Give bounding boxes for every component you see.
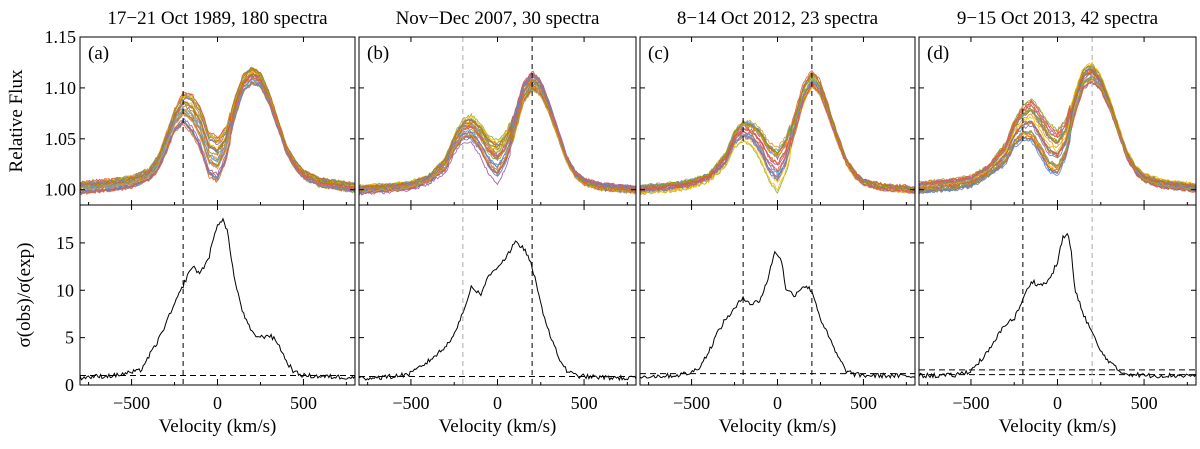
spectrum-line	[640, 80, 915, 193]
ytick-top-label: 1.05	[45, 129, 77, 149]
spectrum-line	[640, 72, 915, 191]
spectrum-line	[359, 89, 636, 195]
xtick-label: 500	[1131, 393, 1158, 413]
xlabel-3: Velocity (km/s)	[719, 416, 837, 437]
spectrum-line	[640, 82, 915, 194]
spectrum-line	[919, 76, 1196, 193]
spectrum-line	[80, 70, 355, 188]
bottom-panel-frame	[918, 204, 1197, 386]
ylabel-bottom: σ(obs)/σ(exp)	[14, 243, 35, 348]
spectrum-line	[640, 72, 915, 194]
spectrum-line	[359, 87, 636, 194]
ytick-top-label: 1.10	[45, 78, 77, 98]
sigma-ratio-line	[918, 232, 1197, 379]
spectrum-line	[80, 77, 355, 191]
panel-label-1: (a)	[88, 43, 109, 64]
spectrum-line	[919, 68, 1196, 188]
xtick-label: 500	[290, 393, 317, 413]
spectrum-line	[359, 78, 636, 192]
spectrum-line	[80, 67, 355, 188]
ytick-bottom-label: 15	[56, 233, 74, 253]
spectrum-line	[80, 68, 355, 186]
spectrum-line	[919, 68, 1196, 190]
spectrum-line	[80, 66, 355, 192]
bottom-panel-frame	[358, 204, 637, 386]
xtick-label: −500	[673, 393, 710, 413]
ytick-top-label: 1.15	[45, 27, 77, 47]
bottom-panel-frame	[639, 204, 916, 386]
spectrum-line	[359, 88, 636, 194]
xtick-label: 0	[493, 393, 502, 413]
sigma-ratio-line	[79, 217, 356, 381]
spectrum-line	[80, 81, 355, 193]
spectrum-line	[80, 72, 355, 189]
xtick-label: −500	[952, 393, 989, 413]
panel-title-4: 9−15 Oct 2013, 42 spectra	[957, 8, 1159, 29]
xtick-label: 500	[571, 393, 598, 413]
spectrum-line	[359, 89, 636, 195]
bottom-panel-frame	[79, 204, 356, 386]
spectrum-line	[80, 67, 355, 190]
spectrum-line	[80, 77, 355, 190]
spectrum-line	[80, 72, 355, 188]
spectrum-line	[80, 77, 355, 191]
spectrum-line	[80, 75, 355, 191]
xtick-label: 500	[850, 393, 877, 413]
sigma-ratio-line	[358, 240, 637, 382]
panel-title-3: 8−14 Oct 2012, 23 spectra	[677, 8, 879, 29]
xtick-label: 0	[213, 393, 222, 413]
ytick-bottom-label: 10	[56, 280, 74, 300]
panel-title-1: 17−21 Oct 1989, 180 spectra	[107, 8, 328, 29]
spectrum-line	[80, 68, 355, 192]
xtick-label: −500	[392, 393, 429, 413]
xtick-label: 0	[773, 393, 782, 413]
spectrum-line	[640, 76, 915, 191]
ytick-bottom-label: 0	[65, 375, 74, 395]
spectrum-line	[80, 69, 355, 192]
ytick-bottom-label: 5	[65, 328, 74, 348]
sigma-ratio-line	[639, 250, 916, 380]
spectrum-line	[359, 71, 636, 196]
spectrum-line	[80, 74, 355, 190]
spectrum-line	[359, 88, 636, 194]
ylabel-top: Relative Flux	[6, 69, 27, 172]
ytick-top-label: 1.00	[45, 180, 77, 200]
xlabel-4: Velocity (km/s)	[999, 416, 1117, 437]
xtick-label: −500	[113, 393, 150, 413]
panel-title-2: Nov−Dec 2007, 30 spectra	[396, 8, 600, 29]
panel-label-3: (c)	[648, 43, 669, 64]
panel-label-2: (b)	[367, 43, 389, 64]
spectrum-line	[80, 71, 355, 191]
xlabel-2: Velocity (km/s)	[439, 416, 557, 437]
xlabel-1: Velocity (km/s)	[159, 416, 277, 437]
xtick-label: 0	[1053, 393, 1062, 413]
spectrum-line	[640, 82, 915, 196]
spectrum-line	[80, 74, 355, 196]
spectrum-line	[359, 82, 636, 193]
panel-label-4: (d)	[927, 43, 949, 64]
spectrum-line	[80, 73, 355, 190]
top-panel-frame	[358, 36, 637, 206]
